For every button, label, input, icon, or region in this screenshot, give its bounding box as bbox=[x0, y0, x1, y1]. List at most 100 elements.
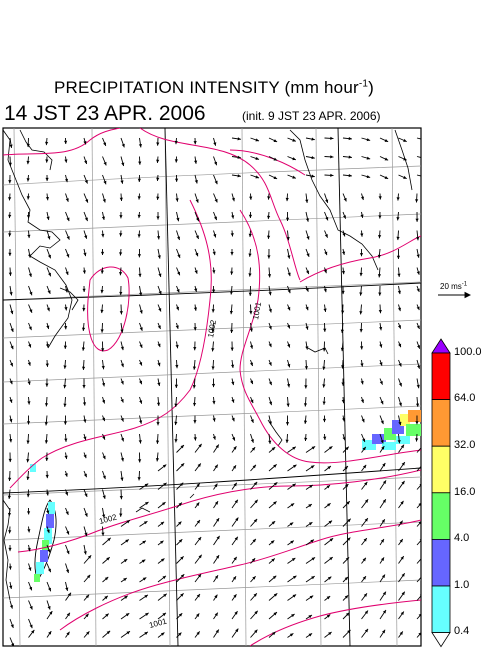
wind-arrow bbox=[287, 557, 296, 564]
wind-arrow bbox=[305, 557, 316, 564]
wind-arrow bbox=[213, 574, 219, 583]
wind-arrow bbox=[45, 489, 50, 496]
wind-arrow bbox=[83, 507, 88, 517]
wind-arrow bbox=[8, 563, 12, 570]
wind-arrow bbox=[323, 322, 327, 332]
wind-arrow bbox=[26, 211, 31, 219]
wind-arrow bbox=[250, 464, 257, 472]
wind-arrow bbox=[361, 464, 367, 472]
wind-arrow bbox=[8, 174, 12, 184]
wind-arrow bbox=[120, 396, 124, 403]
wind-arrow bbox=[342, 518, 351, 527]
wind-arrow bbox=[157, 540, 164, 546]
wind-arrow bbox=[287, 174, 297, 179]
wind-arrow bbox=[231, 593, 237, 601]
wind-arrow bbox=[268, 378, 272, 386]
wind-arrow bbox=[46, 322, 50, 330]
wind-arrow bbox=[268, 359, 272, 366]
wind-arrow bbox=[101, 341, 105, 352]
wind-arrow bbox=[27, 378, 31, 385]
wind-arrow bbox=[248, 230, 252, 238]
wind-arrow bbox=[83, 193, 89, 203]
wind-arrow bbox=[341, 359, 345, 369]
wind-arrow bbox=[213, 193, 218, 203]
wind-arrow bbox=[82, 396, 87, 406]
precip-cell bbox=[44, 528, 52, 544]
legend-label-64: 64.0 bbox=[454, 392, 476, 404]
wind-arrow bbox=[397, 304, 402, 312]
wind-arrow bbox=[175, 322, 179, 329]
wind-arrow bbox=[100, 322, 104, 333]
wind-arrow bbox=[287, 464, 297, 472]
wind-arrow bbox=[176, 502, 183, 509]
wind-arrow bbox=[120, 433, 124, 442]
wind-arrow bbox=[27, 230, 31, 239]
wind-arrow bbox=[305, 484, 314, 490]
wind-arrow bbox=[137, 174, 141, 182]
wind-arrow bbox=[268, 575, 277, 583]
legend-swatch-over bbox=[431, 338, 451, 354]
wind-arrow bbox=[211, 285, 216, 293]
wind-arrow bbox=[287, 502, 295, 509]
wind-arrow bbox=[46, 581, 52, 592]
wind-arrow bbox=[287, 156, 297, 161]
wind-arrow bbox=[194, 156, 198, 164]
wind-arrow bbox=[102, 489, 106, 499]
wind-arrow bbox=[9, 433, 13, 443]
wind-arrow bbox=[139, 631, 149, 638]
wind-arrow bbox=[100, 304, 104, 314]
wind-arrow bbox=[139, 304, 143, 314]
wind-arrow bbox=[157, 464, 167, 472]
wind-arrow bbox=[379, 609, 387, 620]
wind-arrow bbox=[230, 322, 234, 333]
wind-arrow bbox=[64, 137, 68, 145]
wind-arrow bbox=[64, 285, 68, 293]
wind-arrow bbox=[155, 452, 160, 462]
wind-arrow bbox=[26, 507, 31, 515]
wind-arrow bbox=[267, 267, 272, 278]
wind-arrow bbox=[287, 540, 295, 546]
wind-arrow bbox=[175, 359, 179, 369]
wind-arrow bbox=[416, 156, 421, 158]
wind-arrow bbox=[231, 536, 239, 546]
wind-arrow bbox=[379, 538, 385, 546]
wind-arrow bbox=[176, 573, 185, 583]
wind-arrow bbox=[361, 156, 371, 160]
wind-arrow bbox=[119, 285, 123, 296]
wind-arrow bbox=[305, 156, 315, 160]
wind-arrow bbox=[139, 285, 143, 296]
wind-arrow bbox=[102, 433, 106, 440]
wind-arrow bbox=[213, 517, 220, 527]
wind-arrow bbox=[9, 396, 13, 403]
wind-arrow bbox=[379, 137, 389, 143]
wind-arrow bbox=[63, 415, 68, 425]
wind-arrow bbox=[416, 304, 420, 311]
wind-arrow bbox=[231, 137, 241, 141]
isobars bbox=[3, 128, 421, 646]
wind-arrow bbox=[83, 574, 91, 583]
wind-arrow bbox=[416, 464, 421, 472]
wind-arrow bbox=[268, 341, 272, 348]
wind-arrow bbox=[324, 631, 332, 638]
wind-arrow bbox=[379, 378, 383, 385]
wind-arrow bbox=[46, 563, 52, 573]
wind-arrow bbox=[229, 285, 234, 295]
wind-arrow bbox=[9, 285, 13, 296]
init-time: (init. 9 JST 23 APR. 2006) bbox=[242, 109, 381, 123]
wind-arrow bbox=[322, 415, 327, 423]
map-frame bbox=[2, 127, 422, 647]
wind-arrow bbox=[268, 433, 272, 444]
wind-arrow bbox=[268, 415, 272, 425]
wind-arrow bbox=[416, 359, 421, 369]
wind-arrow bbox=[194, 573, 202, 583]
wind-arrow bbox=[157, 501, 166, 509]
wind-arrow bbox=[305, 304, 309, 311]
wind-arrow bbox=[156, 156, 160, 164]
wind-arrow bbox=[379, 574, 386, 583]
wind-arrow bbox=[63, 396, 67, 407]
wind-arrow bbox=[193, 341, 197, 351]
wind-arrow bbox=[120, 577, 128, 583]
wind-arrow bbox=[120, 595, 128, 601]
wind-arrow bbox=[398, 444, 405, 453]
wind-arrow bbox=[286, 230, 290, 241]
